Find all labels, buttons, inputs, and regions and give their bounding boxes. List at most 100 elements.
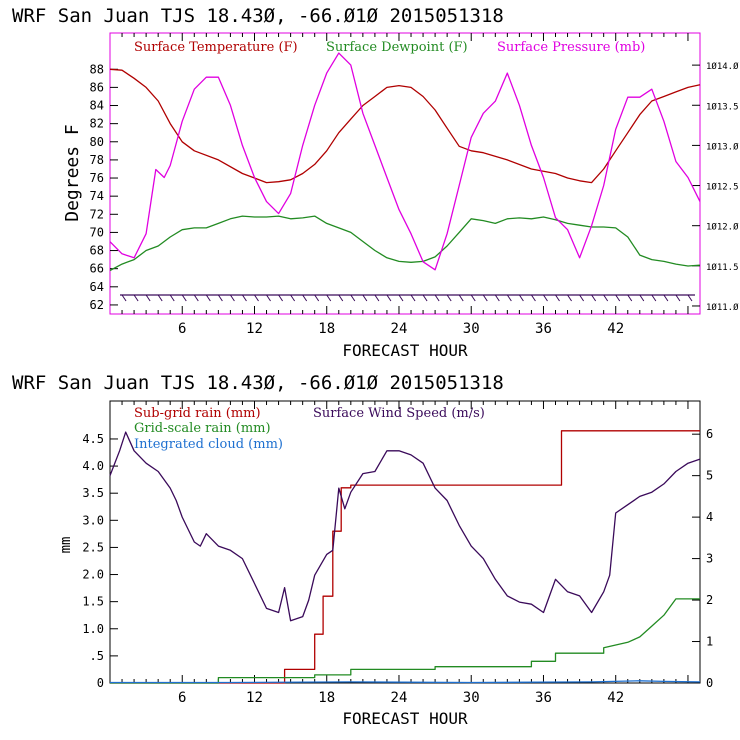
series-line-2-1 [110, 430, 700, 684]
x-tick-label: 12 [246, 690, 263, 706]
legend-surface-pressure: Surface Pressure (mb) [497, 40, 645, 55]
y-tick-label: 82 [90, 117, 104, 131]
wind-barb [639, 294, 645, 302]
wind-barb [338, 294, 344, 302]
y2-tick-label: 1Ø12.Ø [706, 222, 739, 233]
wind-barb [675, 294, 681, 302]
chart-1-ticks: 6 12 18 24 30 36 42 62 64 66 68 70 72 74 76 78 80 82 84 86 8… [90, 33, 739, 337]
y-tick-label: 88 [90, 62, 104, 76]
y-tick-label: 3.5 [82, 486, 104, 500]
y-tick-label: 4.5 [82, 432, 104, 446]
wind-barb [181, 294, 187, 302]
wind-barb [217, 294, 223, 302]
wind-barb [506, 294, 512, 302]
chart-2-plot-frame [109, 400, 701, 684]
y-tick-label: 64 [90, 280, 104, 294]
legend-surface-dewpoint: Surface Dewpoint (F) [326, 40, 468, 55]
y-tick-label: .5 [90, 649, 104, 663]
y-tick-label: 76 [90, 171, 104, 185]
y-tick-label: 62 [90, 298, 104, 312]
x-tick-label: 30 [463, 321, 480, 337]
x-tick-label: 18 [318, 690, 335, 706]
x-tick-label: 18 [318, 321, 335, 337]
wind-barb [458, 294, 464, 302]
wind-barb [302, 294, 308, 302]
chart-2-xlabel: FORECAST HOUR [342, 709, 468, 728]
y-tick-label: 4.0 [82, 459, 104, 473]
chart-2-title: WRF San Juan TJS 18.43Ø, -66.Ø1Ø 2015051… [12, 372, 504, 394]
wind-barb [663, 294, 669, 302]
legend-surface-wind-speed: Surface Wind Speed (m/s) [313, 406, 485, 421]
wind-barb [242, 294, 247, 302]
y-tick-label: 2.5 [82, 540, 104, 554]
wind-barb [157, 294, 163, 302]
y2-tick-label: 1Ø11.Ø [706, 302, 739, 313]
y2-tick-label: 2 [706, 593, 713, 607]
y-tick-label: 86 [90, 80, 104, 94]
wind-barb [579, 294, 585, 302]
y-tick-label: 0 [97, 676, 104, 690]
wind-barb [603, 294, 609, 302]
x-tick-label: 6 [178, 321, 186, 337]
wind-barb [350, 294, 356, 302]
y-tick-label: 72 [90, 207, 104, 221]
series-line-2-3 [110, 598, 700, 684]
wind-barb [494, 294, 500, 302]
y2-tick-label: 0 [706, 676, 713, 690]
y-tick-label: 3.0 [82, 513, 104, 527]
y-tick-label: 1.5 [82, 595, 104, 609]
chart-2-ylabel: mm [58, 537, 74, 554]
y2-tick-label: 3 [706, 552, 713, 566]
wind-barb [470, 294, 476, 302]
wind-barb [266, 294, 271, 302]
wind-barb [446, 294, 452, 302]
y-tick-label: 2.0 [82, 568, 104, 582]
temperature-chart: WRF San Juan TJS 18.43Ø, -66.Ø1Ø 2015051… [12, 5, 739, 360]
wind-barb [205, 294, 211, 302]
wind-barb [145, 294, 151, 302]
wind-barb [518, 294, 524, 302]
wind-barb [326, 294, 332, 302]
series-line-1-3 [109, 52, 701, 271]
x-tick-label: 36 [535, 690, 552, 706]
x-tick-label: 6 [178, 690, 186, 706]
wind-barb [290, 294, 296, 302]
x-tick-label: 24 [391, 690, 408, 706]
wind-barb [362, 294, 368, 302]
wind-barb [410, 294, 416, 302]
x-tick-label: 42 [607, 690, 624, 706]
chart-2-series [109, 430, 701, 684]
wind-barb [193, 294, 199, 302]
wind-barb [615, 294, 621, 302]
series-line-1-1 [109, 68, 701, 184]
legend-integrated-cloud: Integrated cloud (mm) [134, 437, 283, 452]
x-tick-label: 30 [463, 690, 480, 706]
x-tick-label: 24 [391, 321, 408, 337]
wind-barb [278, 294, 283, 302]
y-tick-label: 74 [90, 189, 104, 203]
wind-barb [229, 294, 235, 302]
x-tick-label: 12 [246, 321, 263, 337]
legend-sub-grid-rain: Sub-grid rain (mm) [134, 406, 261, 421]
wind-barb [398, 294, 404, 302]
y2-tick-label: 1Ø11.5 [706, 262, 739, 273]
wind-barb [591, 294, 597, 302]
wind-barbs [120, 294, 695, 302]
chart-1-title: WRF San Juan TJS 18.43Ø, -66.Ø1Ø 2015051… [12, 5, 504, 27]
y-tick-label: 1.0 [82, 622, 104, 636]
series-line-2-2 [109, 431, 701, 622]
y2-tick-label: 1 [706, 635, 713, 649]
wind-barb [531, 294, 536, 302]
x-tick-label: 36 [535, 321, 552, 337]
wind-barb [482, 294, 488, 302]
y2-tick-label: 1Ø13.5 [706, 101, 739, 112]
chart-1-series [109, 52, 701, 272]
wind-barb [434, 294, 440, 302]
y2-tick-label: 1Ø12.5 [706, 182, 739, 193]
series-line-1-2 [109, 215, 701, 272]
wind-barb [651, 294, 657, 302]
series-line-2-4 [110, 680, 701, 684]
wind-barb [133, 294, 139, 302]
wind-barb [374, 294, 380, 302]
